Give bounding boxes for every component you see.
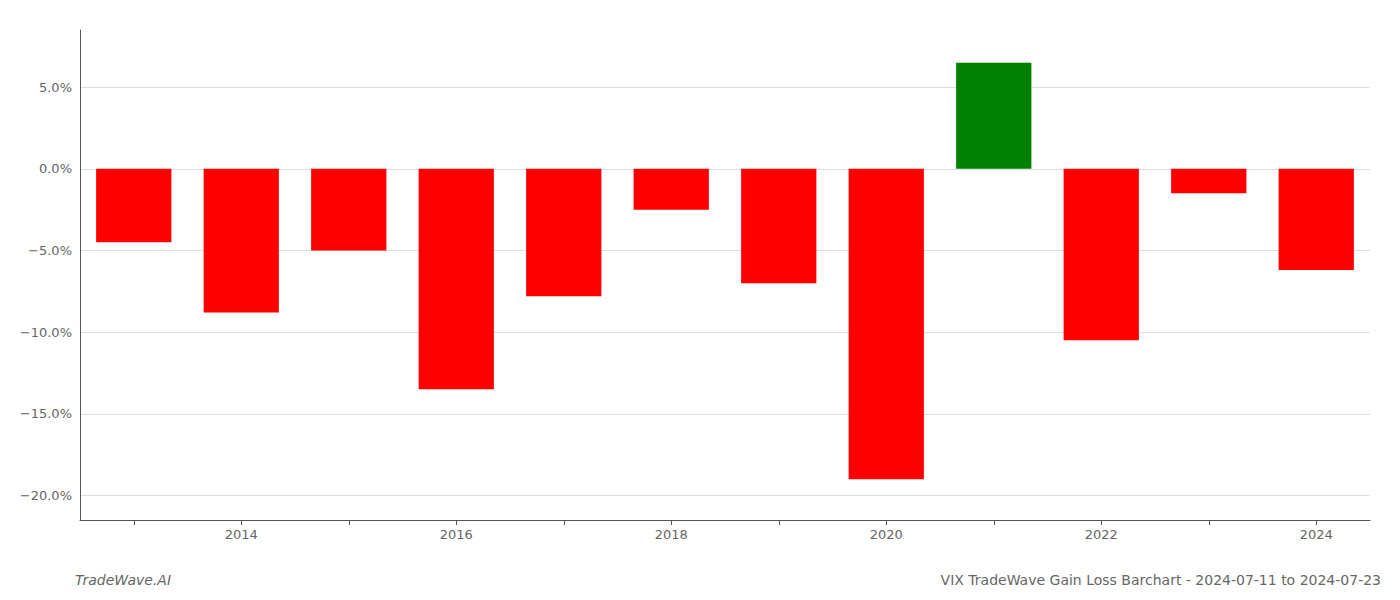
svg-text:2018: 2018 [655, 527, 688, 542]
svg-text:−10.0%: −10.0% [20, 325, 72, 340]
svg-text:2016: 2016 [440, 527, 473, 542]
svg-text:VIX TradeWave Gain Loss Barcha: VIX TradeWave Gain Loss Barchart - 2024-… [941, 572, 1381, 588]
svg-text:−15.0%: −15.0% [20, 406, 72, 421]
svg-text:TradeWave.AI: TradeWave.AI [75, 572, 171, 588]
svg-text:2014: 2014 [225, 527, 258, 542]
svg-text:2022: 2022 [1085, 527, 1118, 542]
svg-text:5.0%: 5.0% [39, 80, 72, 95]
svg-text:0.0%: 0.0% [39, 161, 72, 176]
svg-text:2024: 2024 [1300, 527, 1333, 542]
svg-text:2020: 2020 [870, 527, 903, 542]
svg-text:−5.0%: −5.0% [28, 243, 72, 258]
svg-text:−20.0%: −20.0% [20, 488, 72, 503]
